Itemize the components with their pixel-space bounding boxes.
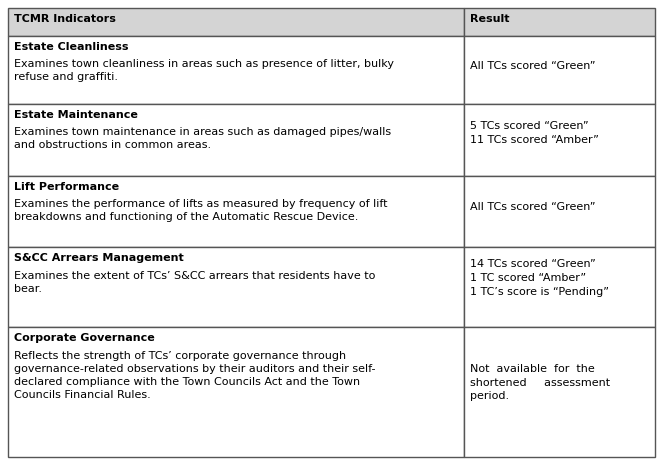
Text: S&CC Arrears Management: S&CC Arrears Management xyxy=(14,253,184,264)
Text: Estate Cleanliness: Estate Cleanliness xyxy=(14,42,129,52)
Bar xyxy=(8,176,464,247)
Text: Examines town cleanliness in areas such as presence of litter, bulky
refuse and : Examines town cleanliness in areas such … xyxy=(14,59,394,82)
Text: Examines the performance of lifts as measured by frequency of lift
breakdowns an: Examines the performance of lifts as mea… xyxy=(14,199,387,222)
Bar xyxy=(8,104,464,176)
Bar xyxy=(8,36,464,104)
Text: Lift Performance: Lift Performance xyxy=(14,182,119,192)
Text: Corporate Governance: Corporate Governance xyxy=(14,333,154,343)
Text: Examines the extent of TCs’ S&CC arrears that residents have to
bear.: Examines the extent of TCs’ S&CC arrears… xyxy=(14,271,375,294)
Text: Examines town maintenance in areas such as damaged pipes/walls
and obstructions : Examines town maintenance in areas such … xyxy=(14,127,391,150)
Bar xyxy=(464,247,655,327)
Text: Result: Result xyxy=(470,14,510,24)
Text: Estate Maintenance: Estate Maintenance xyxy=(14,110,138,120)
Bar xyxy=(8,8,464,36)
Text: 5 TCs scored “Green”
11 TCs scored “Amber”: 5 TCs scored “Green” 11 TCs scored “Ambe… xyxy=(470,121,599,145)
Bar xyxy=(8,327,464,457)
Text: All TCs scored “Green”: All TCs scored “Green” xyxy=(470,202,595,212)
Text: TCMR Indicators: TCMR Indicators xyxy=(14,14,116,24)
Text: All TCs scored “Green”: All TCs scored “Green” xyxy=(470,60,595,71)
Bar xyxy=(464,327,655,457)
Bar xyxy=(8,247,464,327)
Text: Reflects the strength of TCs’ corporate governance through
governance-related ob: Reflects the strength of TCs’ corporate … xyxy=(14,351,375,400)
Bar xyxy=(464,36,655,104)
Bar xyxy=(464,8,655,36)
Bar xyxy=(464,176,655,247)
Bar xyxy=(464,104,655,176)
Text: Not  available  for  the
shortened     assessment
period.: Not available for the shortened assessme… xyxy=(470,364,610,401)
Text: 14 TCs scored “Green”
1 TC scored “Amber”
1 TC’s score is “Pending”: 14 TCs scored “Green” 1 TC scored “Amber… xyxy=(470,259,609,297)
